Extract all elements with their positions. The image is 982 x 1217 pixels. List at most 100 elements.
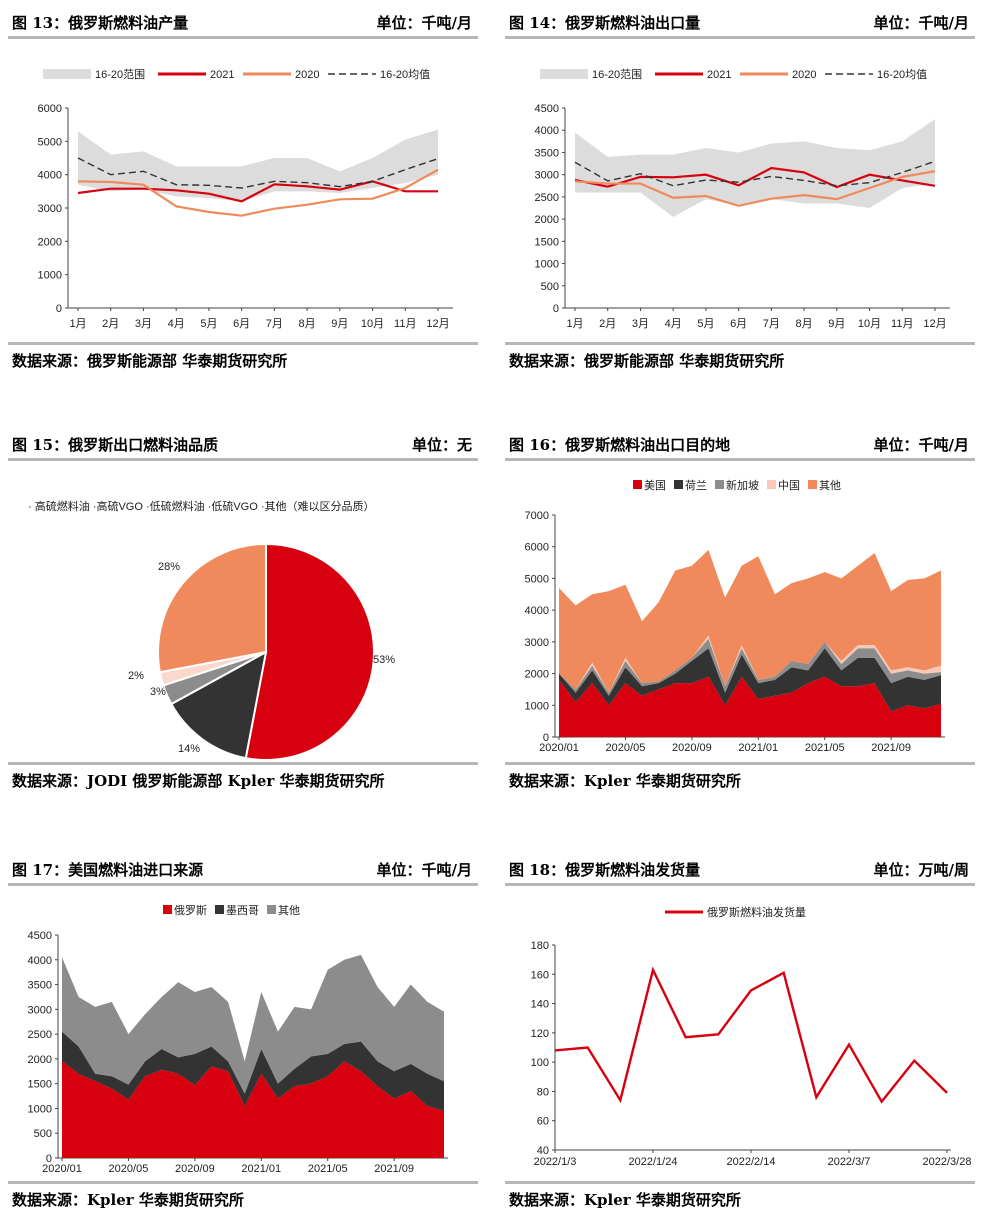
y-tick-label: 7000 (525, 510, 549, 522)
header-divider (505, 883, 975, 886)
y-tick-label: 0 (56, 303, 62, 315)
footer-divider (505, 762, 975, 765)
x-tick-label: 2021/09 (871, 742, 911, 754)
x-tick-label: 5月 (697, 318, 714, 330)
legend-label: 16-20均值 (380, 68, 430, 81)
y-tick-label: 100 (531, 1057, 549, 1069)
x-tick-label: 2021/01 (241, 1163, 281, 1175)
x-tick-label: 2022/1/24 (629, 1156, 678, 1168)
x-tick-label: 10月 (361, 318, 384, 330)
y-tick-label: 4000 (28, 955, 52, 967)
y-tick-label: 80 (537, 1086, 549, 1098)
panel-header: 图 17：美国燃料油进口来源 单位：千吨/月 (8, 855, 478, 883)
x-tick-label: 12月 (426, 318, 449, 330)
legend-swatch (215, 905, 224, 914)
legend-text: · 高硫燃料油 ·高硫VGO ·低硫燃料油 ·低硫VGO ·其他（难以区分品质） (28, 499, 375, 513)
x-tick-label: 9月 (828, 318, 845, 330)
x-tick-label: 6月 (730, 318, 747, 330)
panel-fig18: 图 18：俄罗斯燃料油发货量 单位：万吨/周 40 60 80 100 120 140 16… (505, 855, 975, 1215)
pie-slice (157, 542, 267, 674)
x-tick-label: 2022/3/28 (923, 1156, 972, 1168)
legend-label: 荷兰 (685, 479, 707, 492)
x-tick-label: 2020/01 (539, 742, 579, 754)
x-tick-label: 1月 (69, 318, 86, 330)
legend-label: 16-20均值 (877, 68, 927, 81)
area-series-墨西哥 (62, 1031, 444, 1111)
chart-title: 图 18：俄罗斯燃料油发货量 (509, 861, 701, 879)
slice-label: 53% (373, 654, 395, 666)
x-tick-label: 2月 (102, 318, 119, 330)
panel-header: 图 13：俄罗斯燃料油产量 单位：千吨/月 (8, 8, 478, 36)
x-tick-label: 8月 (796, 318, 813, 330)
pie-slice (170, 650, 268, 760)
area-series-其他 (62, 954, 444, 1094)
slice-label: 28% (158, 561, 180, 573)
x-tick-label: 10月 (858, 318, 881, 330)
chart-unit: 单位：千吨/月 (376, 14, 472, 32)
legend-swatch (808, 480, 817, 489)
chart-title: 图 17：美国燃料油进口来源 (12, 861, 204, 879)
x-tick-label: 2020/09 (175, 1163, 215, 1175)
x-tick-label: 8月 (299, 318, 316, 330)
legend-label: 新加坡 (726, 478, 759, 492)
series-line-2020 (77, 168, 439, 217)
y-tick-label: 1500 (535, 236, 559, 248)
legend-swatch (674, 480, 683, 489)
series-line-2021 (574, 166, 936, 189)
panel-header: 图 18：俄罗斯燃料油发货量 单位：万吨/周 (505, 855, 975, 883)
legend-swatch (715, 480, 724, 489)
y-tick-label: 3000 (38, 203, 62, 215)
slice-label: 14% (178, 743, 200, 755)
chart-unit: 单位：无 (411, 436, 472, 454)
chart-unit: 单位：千吨/月 (873, 14, 969, 32)
y-tick-label: 6000 (38, 103, 62, 115)
y-tick-label: 1000 (535, 259, 559, 271)
y-tick-label: 2000 (28, 1054, 52, 1066)
x-tick-label: 2022/1/3 (534, 1156, 577, 1168)
footer-divider (8, 762, 478, 765)
footer-divider (505, 1181, 975, 1184)
legend-label: 俄罗斯燃料油发货量 (707, 905, 806, 919)
x-tick-label: 9月 (331, 318, 348, 330)
y-tick-label: 3500 (28, 980, 52, 992)
legend-swatch (163, 905, 172, 914)
legend-swatch-range (43, 69, 91, 79)
panel-header: 图 14：俄罗斯燃料油出口量 单位：千吨/月 (505, 8, 975, 36)
chart-fig17: 0 500 1000 1500 2000 2500 3000 3500 4000 4500 2020… (28, 904, 448, 1175)
y-tick-label: 2500 (535, 192, 559, 204)
y-tick-label: 3000 (28, 1004, 52, 1016)
source-note: 数据来源：Kpler 华泰期货研究所 (509, 772, 741, 790)
y-tick-label: 4000 (525, 605, 549, 617)
x-tick-label: 11月 (394, 318, 416, 330)
legend-label: 墨西哥 (226, 904, 259, 917)
x-tick-label: 1月 (566, 318, 583, 330)
slice-label: 3% (150, 686, 166, 698)
series-line-2021 (77, 180, 438, 203)
y-tick-label: 2000 (38, 236, 62, 248)
x-tick-label: 4月 (168, 318, 185, 330)
pie-slice (244, 542, 375, 761)
series-line-16-20均值 (77, 157, 439, 189)
source-note: 数据来源：俄罗斯能源部 华泰期货研究所 (12, 352, 288, 370)
header-divider (505, 36, 975, 39)
legend-label: 2021 (210, 69, 234, 81)
chart-unit: 单位：万吨/周 (873, 861, 969, 879)
legend-swatch-range (540, 69, 588, 79)
chart-title: 图 15：俄罗斯出口燃料油品质 (12, 436, 219, 454)
y-tick-label: 0 (46, 1153, 52, 1165)
series-range-band (78, 129, 438, 202)
legend-label: 16-20范围 (95, 67, 145, 81)
chart-fig14: 0 500 1000 1500 2000 2500 3000 3500 4000 4500 1月 2月… (535, 67, 950, 330)
legend-label: 16-20范围 (592, 67, 642, 81)
series-line-2020 (574, 170, 936, 207)
header-divider (8, 36, 478, 39)
header-divider (505, 458, 975, 461)
y-tick-label: 4500 (535, 103, 559, 115)
x-tick-label: 2020/05 (606, 742, 646, 754)
legend-label: 2021 (707, 69, 731, 81)
chart-title: 图 16：俄罗斯燃料油出口目的地 (509, 436, 731, 454)
source-note: 数据来源：俄罗斯能源部 华泰期货研究所 (509, 352, 785, 370)
footer-divider (8, 1181, 478, 1184)
chart-fig13: 0 1000 2000 3000 4000 5000 6000 1月 2月 3月 4月 5月 6月 7月 8… (38, 67, 453, 330)
y-tick-label: 4000 (535, 125, 559, 137)
